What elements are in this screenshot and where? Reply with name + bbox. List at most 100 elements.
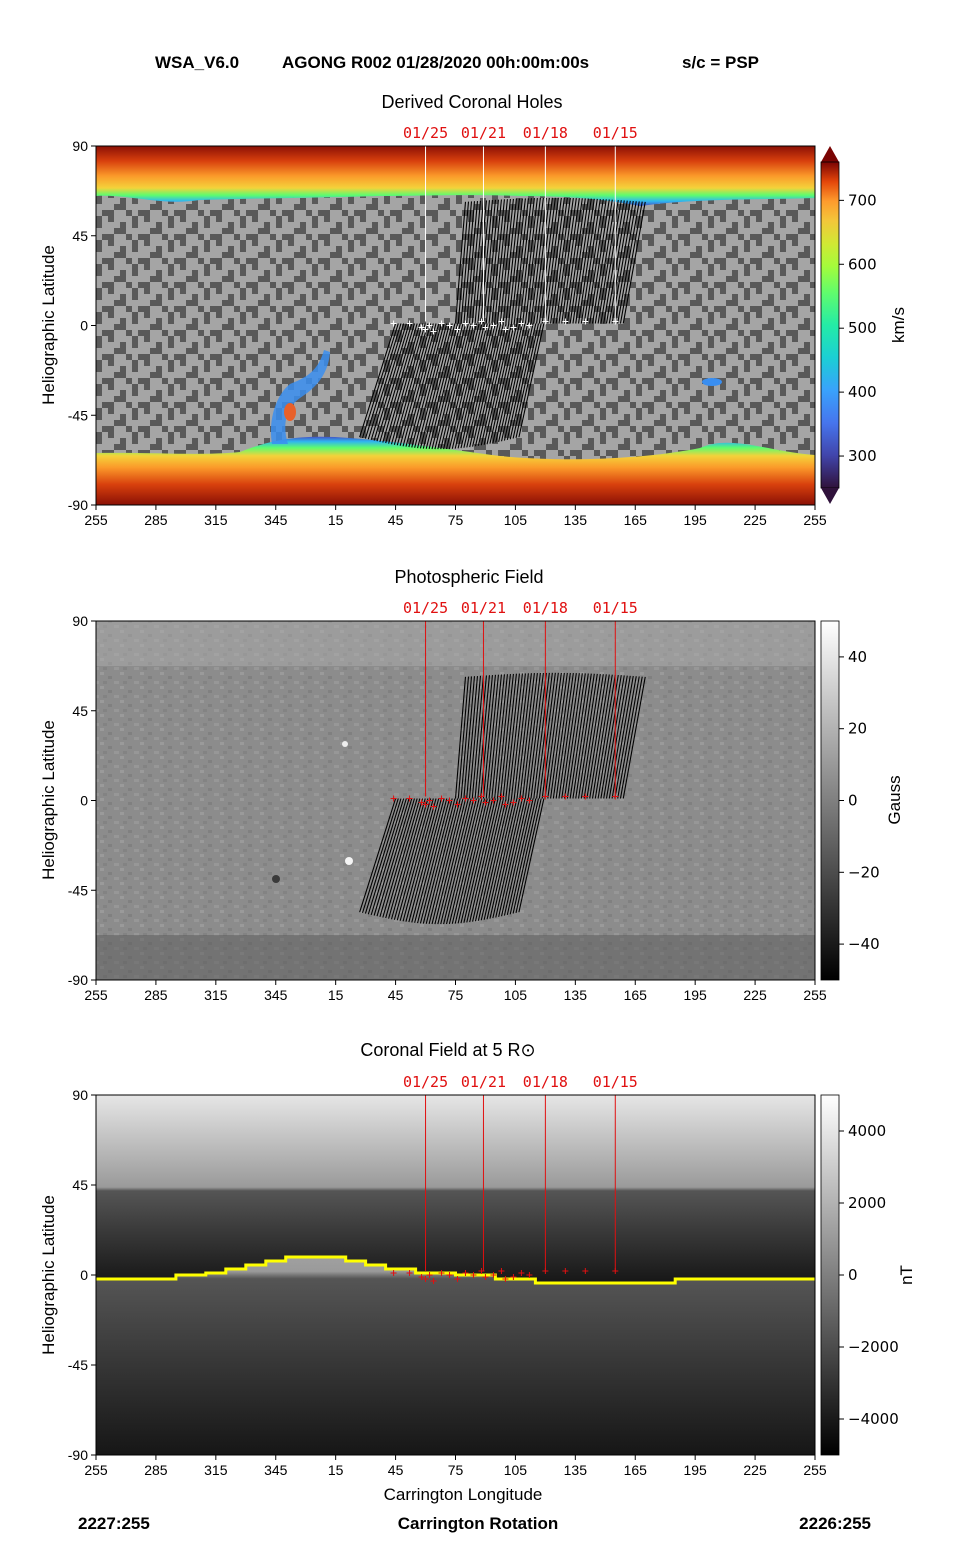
footpoint-marker (418, 799, 425, 806)
footpoint-marker (422, 326, 429, 333)
field-line-north (471, 200, 485, 324)
field-line-south (367, 798, 405, 915)
field-line-south (486, 798, 515, 920)
footpoint-marker (518, 1270, 525, 1276)
field-line-south (382, 323, 418, 443)
footpoint-marker (478, 793, 485, 800)
colorbar-tick-label: 20 (848, 720, 867, 738)
panel3-colorbar-label: nT (897, 1265, 916, 1285)
footpoint-marker (406, 795, 413, 802)
field-line-south (414, 798, 448, 923)
footpoint-marker (418, 324, 425, 331)
field-line-south (437, 798, 469, 925)
field-line-south (393, 323, 429, 445)
field-line-north (499, 198, 514, 324)
footpoint-marker (510, 1274, 517, 1280)
field-line-north (558, 673, 577, 799)
y-tick-label: 0 (80, 318, 88, 334)
field-line-north (510, 198, 526, 324)
field-line-north (622, 676, 646, 799)
field-line-north (580, 673, 601, 799)
colorbar-tick-label: 600 (848, 255, 877, 273)
field-line-south (500, 798, 529, 917)
panel-photospheric-field: Photospheric Field 255 285 315 345 15 45 75 105… (39, 567, 904, 1003)
footpoint-marker (498, 1268, 505, 1274)
field-line-south (405, 323, 440, 447)
footpoint-marker (562, 1268, 569, 1274)
panel-coronal-holes: Derived Coronal Holes 255 285 315 345 15 45 75… (39, 92, 908, 528)
date-marker-label: 01/21 (461, 599, 506, 617)
panel3-colorbar-ticks: 4000 2000 0 −2000 −4000 (839, 1122, 899, 1428)
colorbar-tick-label: 500 (848, 319, 877, 337)
field-line-south (408, 323, 442, 448)
footpoint-marker (470, 322, 477, 329)
footpoint-marker (430, 1278, 437, 1284)
field-line-south (364, 323, 402, 439)
field-line-north (583, 674, 604, 799)
field-line-north (555, 672, 574, 799)
y-tick-label: 0 (80, 793, 88, 809)
x-tick-label: 255 (84, 1462, 108, 1478)
field-line-south (373, 798, 410, 916)
field-line-south (518, 798, 545, 913)
field-line-north (547, 672, 565, 799)
field-line-south (515, 323, 542, 438)
field-line-north (566, 673, 586, 799)
field-line-south (498, 323, 526, 442)
field-line-north (488, 674, 502, 799)
field-line-south (474, 798, 504, 922)
x-tick-label: 225 (743, 1462, 767, 1478)
field-line-south (445, 323, 478, 450)
field-line-north (555, 197, 574, 324)
x-tick-label: 315 (204, 512, 228, 528)
field-line-south (402, 323, 437, 447)
panel1-y-ticks: 90 45 0 -45 -90 (68, 138, 96, 513)
field-line-north (586, 199, 607, 324)
footpoint-marker (390, 795, 397, 802)
field-line-south (362, 798, 399, 914)
field-line-south (399, 798, 434, 921)
x-tick-label: 345 (264, 512, 288, 528)
field-line-north (594, 674, 616, 799)
field-line-south (495, 798, 523, 918)
field-line-north (536, 197, 553, 324)
field-line-south (422, 798, 456, 924)
field-line-north (591, 199, 613, 324)
colorbar-tick-label: 4000 (848, 1122, 886, 1140)
x-tick-label: 15 (328, 987, 344, 1003)
field-line-north (589, 674, 610, 799)
date-marker-label: 01/21 (461, 124, 506, 142)
footpoint-marker (462, 795, 469, 802)
footpoint-marker (438, 1270, 445, 1276)
y-tick-label: -90 (68, 972, 88, 988)
y-tick-label: 45 (72, 1177, 88, 1193)
field-line-north (614, 676, 637, 799)
y-tick-label: 0 (80, 1267, 88, 1283)
field-line-north (527, 197, 544, 324)
x-tick-label: 255 (803, 987, 827, 1003)
field-line-north (552, 197, 571, 324)
field-line-south (518, 323, 545, 438)
field-line-south (431, 323, 464, 450)
field-line-south (463, 798, 494, 923)
x-tick-label: 195 (683, 512, 707, 528)
panel2-south-band (96, 935, 815, 980)
field-line-north (577, 198, 598, 324)
footer-right-rotation: 2226:255 (799, 1514, 871, 1533)
field-line-south (390, 323, 426, 445)
field-line-south (362, 323, 399, 439)
field-line-north (566, 198, 586, 324)
x-tick-label: 195 (683, 987, 707, 1003)
field-line-north (454, 201, 467, 324)
panel1-colorbar-ticks: 700 600 500 400 300 (839, 191, 877, 465)
field-line-north (482, 674, 496, 799)
field-line-south (454, 798, 486, 924)
panel2-colorbar (820, 620, 840, 981)
footpoint-marker (478, 1268, 485, 1274)
panel2-north-band (96, 621, 815, 666)
footpoint-marker (462, 1270, 469, 1276)
x-tick-label: 165 (624, 987, 648, 1003)
footpoint-marker (490, 322, 497, 329)
field-line-north (533, 197, 550, 324)
